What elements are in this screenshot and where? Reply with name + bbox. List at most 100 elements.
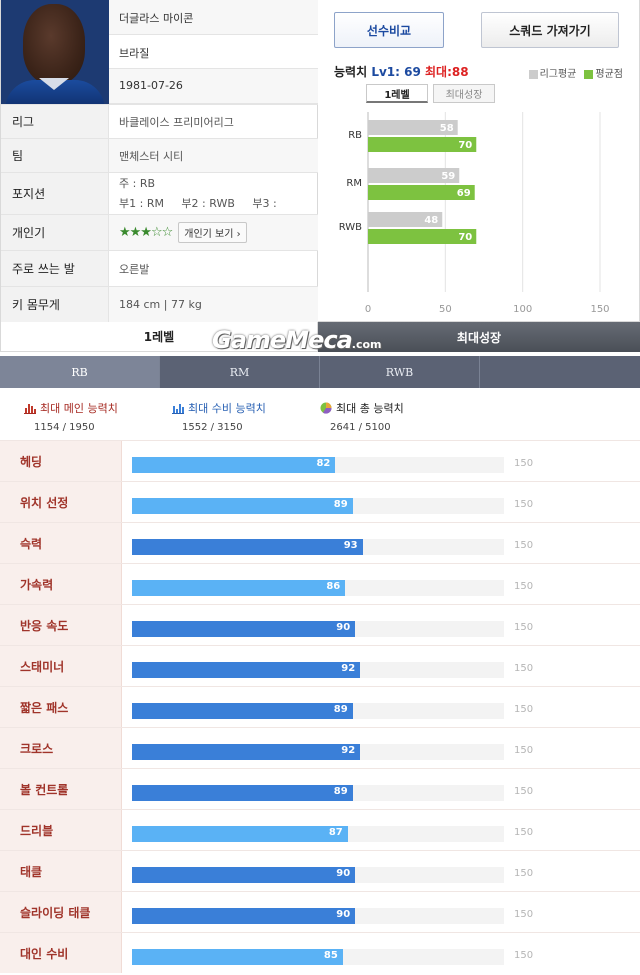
stat-track: 90 (132, 867, 504, 883)
import-squad-button[interactable]: 스쿼드 가져가기 (481, 12, 619, 48)
tab-level1[interactable]: 1레벨 (366, 84, 428, 103)
x-tick-label: 0 (365, 304, 371, 315)
legend-avg-swatch (584, 69, 594, 79)
stat-track: 90 (132, 908, 504, 924)
body-row: 키 몸무게 184 cm | 77 kg (1, 286, 318, 322)
stat-max: 150 (514, 950, 534, 961)
bar-league (368, 168, 460, 183)
column-chart-icon (172, 403, 184, 414)
bar-value-label: 59 (441, 171, 455, 182)
stat-track: 93 (132, 539, 504, 555)
ability-totals: 최대 메인 능력치 1154 / 1950 최대 수비 능력치 1552 / 3… (0, 388, 640, 438)
player-info-panel: 더글라스 마이콘 브라질 1981-07-26 리그 바클레이스 프리미어리그 … (0, 0, 318, 322)
stat-value: 90 (336, 868, 351, 879)
level-switch-bar: 1레벨 최대성장 GameMeca.com (0, 322, 640, 354)
main-ability-value: 1154 / 1950 (34, 422, 95, 433)
max-growth-tab[interactable]: 최대성장 (318, 322, 640, 352)
bar-league (368, 120, 458, 135)
stat-label: 스태미너 (0, 646, 122, 686)
ability-label: 능력치 (334, 65, 368, 79)
main-ability-total: 최대 메인 능력치 1154 / 1950 (24, 400, 118, 433)
stat-row: 헤딩 82 150 (0, 440, 640, 481)
watermark-suffix: .com (351, 338, 382, 351)
stat-row: 크로스 92 150 (0, 727, 640, 768)
position-label: 포지션 (1, 173, 109, 214)
stat-label: 헤딩 (0, 441, 122, 481)
pie-chart-icon (320, 402, 332, 414)
league-value: 바클레이스 프리미어리그 (119, 115, 234, 129)
stat-label: 태클 (0, 851, 122, 891)
stat-track: 89 (132, 703, 504, 719)
league-label: 리그 (1, 105, 109, 138)
category-label: RM (346, 178, 362, 189)
stat-max: 150 (514, 786, 534, 797)
bar-avg (368, 229, 477, 244)
skill-value: ★★★☆☆ 개인기 보기 › (109, 215, 318, 250)
stat-track: 89 (132, 785, 504, 801)
stat-value: 90 (336, 622, 351, 633)
legend-league-text: 리그평균 (539, 69, 577, 80)
chart-legend: 리그평균 평균점 (528, 65, 623, 80)
stat-row: 가속력 86 150 (0, 563, 640, 604)
x-tick-label: 150 (590, 304, 609, 315)
stat-bar: 92 (132, 662, 361, 678)
stat-bar: 92 (132, 744, 361, 760)
level1-tab[interactable]: 1레벨 (0, 322, 318, 352)
position-sub: 부1 : RM 부2 : RWB 부3 : (119, 196, 277, 210)
player-nation: 브라질 (109, 34, 318, 70)
compare-player-button[interactable]: 선수비교 (334, 12, 444, 48)
stat-bar: 89 (132, 498, 353, 514)
skill-label: 개인기 (1, 215, 109, 250)
stat-row: 볼 컨트롤 89 150 (0, 768, 640, 809)
stat-label: 대인 수비 (0, 933, 122, 973)
stat-bar: 90 (132, 908, 356, 924)
player-name: 더글라스 마이콘 (109, 0, 318, 35)
gamemeca-watermark: GameMeca.com (212, 326, 381, 354)
stat-label: 슥력 (0, 523, 122, 563)
bar-value-label: 69 (457, 188, 471, 199)
ability-level-value: Lv1: 69 (371, 65, 421, 79)
position-value: 주 : RB 부1 : RM 부2 : RWB 부3 : (109, 173, 318, 214)
skill-view-button[interactable]: 개인기 보기 › (178, 222, 247, 243)
tab-rwb[interactable]: RWB (320, 356, 480, 388)
main-ability-title: 최대 메인 능력치 (40, 402, 118, 415)
stat-max: 150 (514, 704, 534, 715)
position-row: 포지션 주 : RB 부1 : RM 부2 : RWB 부3 : (1, 172, 318, 214)
bar-avg (368, 185, 475, 200)
stat-label: 가속력 (0, 564, 122, 604)
stat-bar: 93 (132, 539, 363, 555)
stat-value: 86 (326, 581, 341, 592)
stat-label: 슬라이딩 태클 (0, 892, 122, 932)
stat-bar: 87 (132, 826, 348, 842)
ability-summary: 능력치 Lv1: 69 최대:88 (334, 63, 469, 80)
total-ability-value: 2641 / 5100 (330, 422, 391, 433)
stat-label: 크로스 (0, 728, 122, 768)
stat-row: 대인 수비 85 150 (0, 932, 640, 973)
stat-bar: 86 (132, 580, 346, 596)
stat-track: 82 (132, 457, 504, 473)
tab-rb[interactable]: RB (0, 356, 160, 388)
total-ability-title: 최대 총 능력치 (336, 402, 404, 415)
stat-max: 150 (514, 458, 534, 469)
bar-value-label: 70 (458, 232, 472, 243)
bar-value-label: 48 (424, 215, 438, 226)
stat-track: 87 (132, 826, 504, 842)
stat-row: 스태미너 92 150 (0, 645, 640, 686)
tab-max-growth[interactable]: 최대성장 (433, 84, 495, 103)
tab-rm[interactable]: RM (160, 356, 320, 388)
stat-value: 92 (341, 745, 356, 756)
tab-empty (480, 356, 640, 388)
stat-bar: 85 (132, 949, 343, 965)
stat-bar: 89 (132, 703, 353, 719)
legend-league-swatch (528, 69, 538, 79)
total-ability-total: 최대 총 능력치 2641 / 5100 (320, 400, 404, 433)
stat-value: 92 (341, 663, 356, 674)
watermark-text: GameMeca (212, 326, 353, 354)
stat-value: 89 (333, 704, 348, 715)
stat-value: 93 (343, 540, 358, 551)
legend-league: 리그평균 (528, 65, 577, 80)
stat-max: 150 (514, 622, 534, 633)
player-face (23, 4, 85, 84)
stat-row: 반응 속도 90 150 (0, 604, 640, 645)
